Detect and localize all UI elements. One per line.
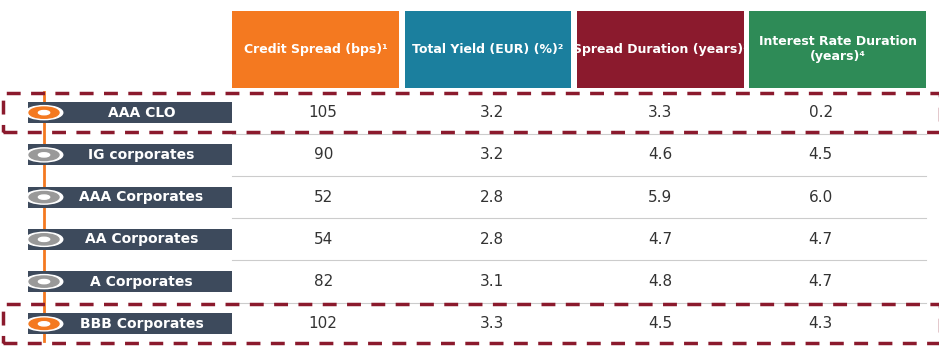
FancyBboxPatch shape bbox=[232, 11, 399, 88]
FancyBboxPatch shape bbox=[28, 271, 232, 292]
Text: 4.7: 4.7 bbox=[808, 274, 833, 289]
Circle shape bbox=[29, 149, 59, 161]
FancyBboxPatch shape bbox=[28, 187, 232, 208]
Text: 3.3: 3.3 bbox=[480, 316, 504, 331]
Text: AA Corporates: AA Corporates bbox=[85, 232, 198, 246]
Text: 105: 105 bbox=[309, 105, 338, 120]
Circle shape bbox=[29, 276, 59, 287]
Text: 4.5: 4.5 bbox=[808, 147, 833, 162]
Circle shape bbox=[38, 322, 50, 326]
Text: 2.8: 2.8 bbox=[480, 232, 504, 247]
Text: AAA Corporates: AAA Corporates bbox=[80, 190, 204, 204]
FancyBboxPatch shape bbox=[28, 229, 232, 250]
Text: 6.0: 6.0 bbox=[808, 190, 833, 205]
Circle shape bbox=[38, 195, 50, 199]
FancyBboxPatch shape bbox=[28, 313, 232, 334]
Text: 4.8: 4.8 bbox=[649, 274, 672, 289]
Circle shape bbox=[25, 232, 63, 246]
FancyBboxPatch shape bbox=[28, 144, 232, 165]
Text: BBB Corporates: BBB Corporates bbox=[80, 317, 204, 331]
FancyBboxPatch shape bbox=[749, 11, 926, 88]
Circle shape bbox=[25, 106, 63, 120]
Text: 4.6: 4.6 bbox=[648, 147, 672, 162]
Text: 52: 52 bbox=[314, 190, 332, 205]
Circle shape bbox=[38, 111, 50, 115]
Text: 102: 102 bbox=[309, 316, 338, 331]
Text: Credit Spread (bps)¹: Credit Spread (bps)¹ bbox=[244, 43, 388, 56]
Circle shape bbox=[29, 234, 59, 245]
Text: Interest Rate Duration
(years)⁴: Interest Rate Duration (years)⁴ bbox=[759, 35, 916, 63]
Text: 3.3: 3.3 bbox=[648, 105, 672, 120]
Text: A Corporates: A Corporates bbox=[90, 275, 192, 289]
Text: 82: 82 bbox=[314, 274, 332, 289]
Text: 3.2: 3.2 bbox=[480, 105, 504, 120]
FancyBboxPatch shape bbox=[28, 102, 232, 123]
Text: 2.8: 2.8 bbox=[480, 190, 504, 205]
Text: 5.9: 5.9 bbox=[648, 190, 672, 205]
Text: 4.7: 4.7 bbox=[649, 232, 672, 247]
Circle shape bbox=[25, 148, 63, 162]
Text: 4.5: 4.5 bbox=[649, 316, 672, 331]
Text: IG corporates: IG corporates bbox=[88, 148, 194, 162]
Circle shape bbox=[29, 318, 59, 329]
Text: 3.2: 3.2 bbox=[480, 147, 504, 162]
FancyBboxPatch shape bbox=[405, 11, 572, 88]
Text: Spread Duration (years)³: Spread Duration (years)³ bbox=[573, 43, 748, 56]
Circle shape bbox=[29, 107, 59, 118]
Text: 54: 54 bbox=[314, 232, 332, 247]
Text: 4.7: 4.7 bbox=[808, 232, 833, 247]
Circle shape bbox=[38, 279, 50, 284]
Text: Total Yield (EUR) (%)²: Total Yield (EUR) (%)² bbox=[412, 43, 563, 56]
Text: 3.1: 3.1 bbox=[480, 274, 504, 289]
Circle shape bbox=[38, 153, 50, 157]
Circle shape bbox=[29, 191, 59, 203]
Circle shape bbox=[25, 190, 63, 204]
Text: 90: 90 bbox=[314, 147, 333, 162]
Text: 4.3: 4.3 bbox=[808, 316, 833, 331]
Text: 0.2: 0.2 bbox=[808, 105, 833, 120]
FancyBboxPatch shape bbox=[577, 11, 744, 88]
Circle shape bbox=[25, 317, 63, 331]
Circle shape bbox=[38, 237, 50, 241]
Text: AAA CLO: AAA CLO bbox=[108, 106, 176, 120]
Circle shape bbox=[25, 275, 63, 289]
